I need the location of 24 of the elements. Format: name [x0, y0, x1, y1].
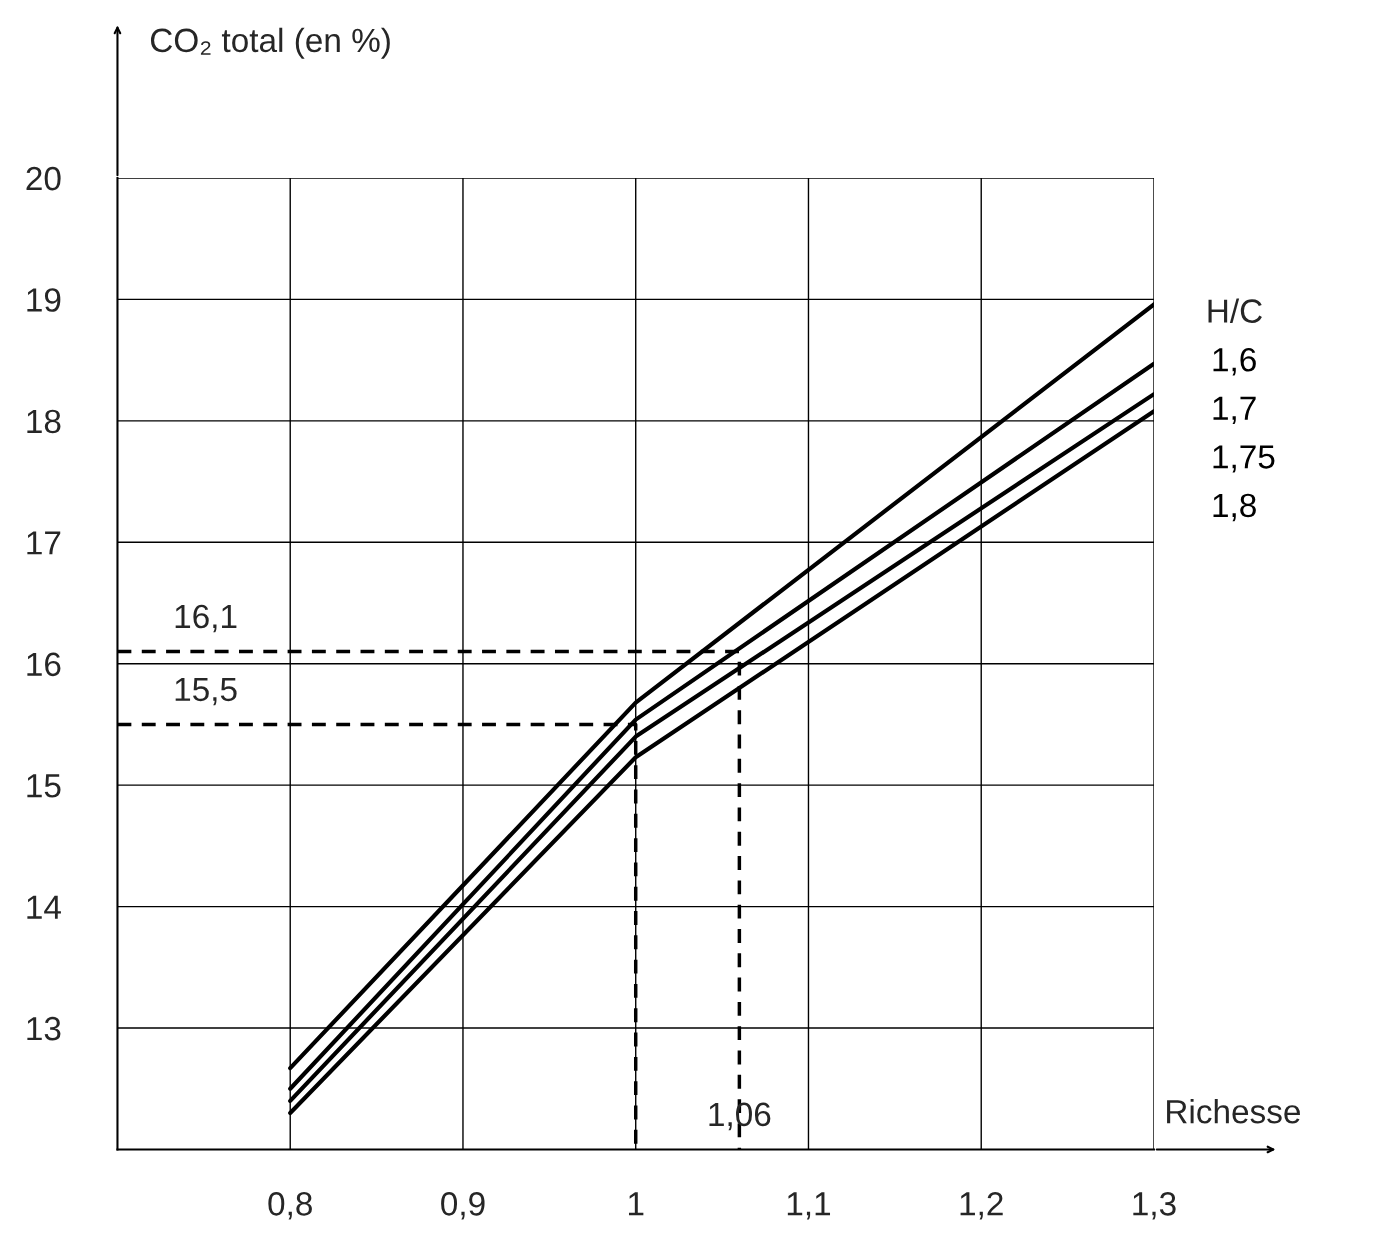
y-tick-label: 16	[27, 652, 61, 677]
y-axis-title: CO₂ total (en %)	[150, 27, 390, 59]
y-tick-label: 18	[27, 409, 61, 434]
text: 1,6	[1213, 347, 1256, 376]
text: 1,75	[1213, 445, 1275, 473]
x-tick-label: 1,3	[1133, 1192, 1176, 1220]
x-tick-label: 1,2	[960, 1192, 1003, 1220]
y-tick-label: 15	[27, 774, 61, 798]
x-axis-title: Richesse	[1167, 1098, 1300, 1124]
annotation: 1,06	[709, 1102, 771, 1131]
x-tick-label: 0,9	[441, 1192, 485, 1220]
y-tick-label: 14	[27, 895, 61, 919]
text: 1,7	[1213, 396, 1256, 425]
x-tick-label: 0,8	[268, 1192, 312, 1220]
x-tick-label: 1	[628, 1192, 644, 1216]
annotation: 16,1	[175, 604, 237, 633]
x-tick-label: 1,1	[787, 1192, 831, 1220]
text: 1,8	[1213, 493, 1256, 522]
legend-title: H/C	[1208, 298, 1262, 323]
y-tick-label: 19	[27, 288, 61, 312]
y-tick-label: 20	[26, 166, 61, 191]
annotation: 15,5	[175, 677, 237, 706]
y-tick-label: 13	[27, 1016, 61, 1041]
y-tick-label: 17	[27, 531, 61, 555]
